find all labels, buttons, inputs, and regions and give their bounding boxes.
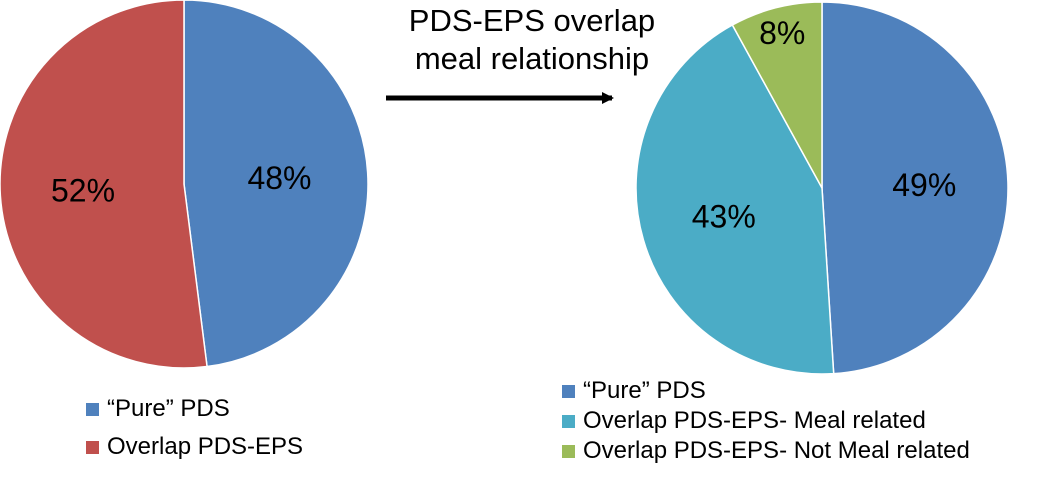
- pie-slice: [0, 0, 208, 369]
- annotation-text: PDS-EPS overlap meal relationship: [382, 2, 682, 78]
- legend-swatch: [562, 414, 575, 428]
- slice-data-label: 49%: [892, 167, 956, 203]
- pie-slice: [731, 1, 823, 189]
- slice-data-label: 48%: [247, 160, 311, 196]
- legend-label: “Pure” PDS: [107, 395, 230, 422]
- annotation-line-1: PDS-EPS overlap: [408, 3, 656, 38]
- legend-item: “Pure” PDS: [562, 376, 970, 406]
- pie-slice: [821, 1, 1009, 375]
- slice-data-label: 8%: [759, 15, 805, 51]
- annotation-line-2: meal relationship: [414, 41, 650, 76]
- legend-swatch: [562, 384, 575, 398]
- legend-right: “Pure” PDS Overlap PDS-EPS- Meal related…: [562, 376, 970, 466]
- legend-item: Overlap PDS-EPS- Meal related: [562, 406, 970, 436]
- legend-label: Overlap PDS-EPS- Meal related: [583, 407, 926, 434]
- pie-chart-right: 49% 43% 8%: [635, 1, 1009, 375]
- slice-data-label: 52%: [51, 172, 115, 208]
- legend-item: “Pure” PDS: [86, 394, 303, 424]
- legend-label: Overlap PDS-EPS: [107, 433, 304, 460]
- pie-chart-left: 48% 52%: [0, 0, 369, 369]
- legend-swatch: [86, 402, 99, 416]
- legend-swatch: [562, 444, 575, 458]
- legend-label: “Pure” PDS: [583, 377, 706, 404]
- legend-left: “Pure” PDS Overlap PDS-EPS: [86, 394, 303, 470]
- legend-label: Overlap PDS-EPS- Not Meal related: [583, 437, 970, 464]
- pie-slice: [183, 0, 369, 368]
- legend-item: Overlap PDS-EPS- Not Meal related: [562, 436, 970, 466]
- legend-item: Overlap PDS-EPS: [86, 432, 303, 462]
- pie-slice: [635, 23, 835, 375]
- legend-swatch: [86, 440, 99, 454]
- slice-data-label: 43%: [692, 199, 756, 235]
